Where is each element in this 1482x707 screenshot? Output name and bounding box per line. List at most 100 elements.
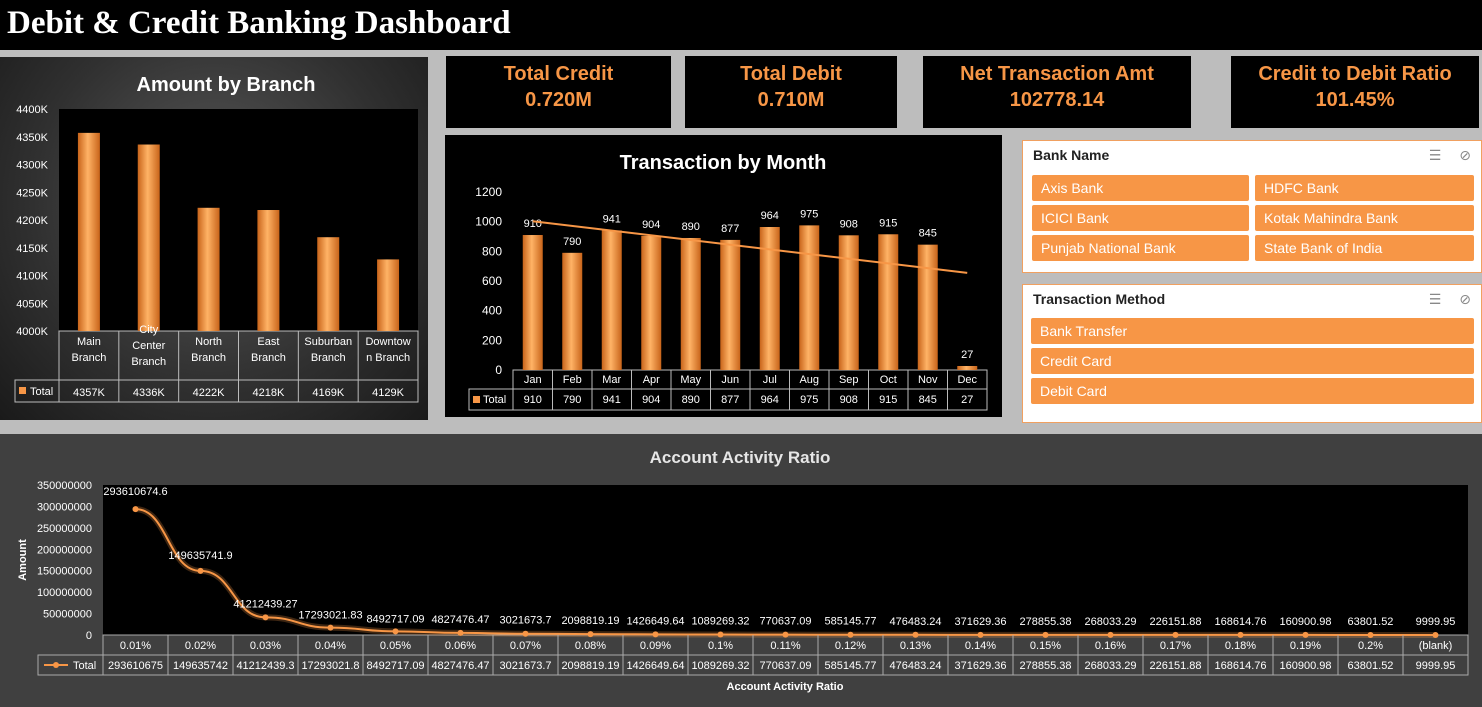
data-label: 770637.09	[760, 616, 812, 628]
data-point	[847, 631, 854, 638]
chart-title: Account Activity Ratio	[650, 448, 831, 467]
data-table-value: 964	[761, 394, 779, 406]
slicer-item-hdfc-bank[interactable]: HDFC Bank	[1255, 175, 1474, 201]
data-table-value: 8492717.09	[366, 660, 424, 672]
data-label: 160900.98	[1280, 616, 1332, 628]
slicer-item-axis-bank[interactable]: Axis Bank	[1032, 175, 1249, 201]
bar	[799, 225, 820, 370]
account-activity-panel: Account Activity Ratio 0 50000000 100000000…	[0, 434, 1482, 707]
bar	[317, 237, 340, 331]
y-tick-label: 150000000	[37, 566, 92, 578]
data-label: 268033.29	[1085, 616, 1137, 628]
data-table-value: 877	[721, 394, 739, 406]
y-tick-label: 800	[482, 244, 502, 258]
slicer-item-bank-transfer[interactable]: Bank Transfer	[1031, 318, 1474, 344]
data-table-value: 278855.38	[1020, 660, 1072, 672]
data-point	[392, 628, 399, 635]
chart-title: Transaction by Month	[620, 152, 827, 174]
data-point	[262, 614, 269, 621]
bar	[878, 234, 899, 370]
data-label: 845	[919, 228, 937, 240]
slicer-item-punjab-national-bank[interactable]: Punjab National Bank	[1032, 235, 1249, 261]
y-tick-label: 0	[495, 363, 502, 377]
data-table-value: 2098819.19	[561, 660, 619, 672]
slicer-item-state-bank-of-india[interactable]: State Bank of India	[1255, 235, 1474, 261]
title-bar: Debit & Credit Banking Dashboard	[0, 0, 1482, 50]
data-table-value: 476483.24	[890, 660, 942, 672]
y-tick-label: 4350K	[16, 132, 48, 144]
bar	[197, 207, 220, 331]
data-label: 476483.24	[890, 616, 942, 628]
data-table-value: 585145.77	[825, 660, 877, 672]
x-tick-label: Branch	[191, 352, 226, 364]
data-table-value: 975	[800, 394, 818, 406]
data-point	[1107, 631, 1114, 638]
data-point	[912, 631, 919, 638]
slicer-item-icici-bank[interactable]: ICICI Bank	[1032, 205, 1249, 231]
y-tick-label: 50000000	[43, 609, 92, 621]
data-table-value: 845	[919, 394, 937, 406]
multi-select-icon[interactable]: ☰	[1428, 147, 1442, 163]
kpi-net-transaction-value: 102778.14	[1009, 89, 1105, 111]
x-tick-label: 0.2%	[1358, 640, 1383, 652]
bar	[77, 132, 100, 331]
y-tick-label: 100000000	[37, 587, 92, 599]
y-tick-label: 1000	[475, 215, 502, 229]
data-point	[522, 630, 529, 637]
data-table-value: 904	[642, 394, 660, 406]
y-tick-label: 350000000	[37, 480, 92, 492]
x-tick-label: Apr	[643, 374, 660, 386]
data-label: 293610674.6	[103, 486, 167, 498]
plot-area	[103, 485, 1468, 635]
data-table-value: 3021673.7	[500, 660, 552, 672]
kpi-total-credit: Total Credit 0.720M	[446, 56, 671, 128]
data-label: 226151.88	[1150, 616, 1202, 628]
bar	[838, 235, 859, 370]
data-point	[782, 631, 789, 638]
y-tick-label: 400	[482, 304, 502, 318]
clear-filter-icon[interactable]: ⊘	[1459, 147, 1471, 163]
bar	[377, 259, 400, 331]
data-point	[1302, 631, 1309, 638]
legend-label: Total	[30, 386, 53, 398]
y-tick-label: 300000000	[37, 501, 92, 513]
x-tick-label: 0.08%	[575, 640, 606, 652]
legend-marker	[19, 387, 26, 394]
kpi-net-transaction: Net Transaction Amt 102778.14	[923, 56, 1191, 128]
bar	[137, 144, 160, 331]
data-table-value: 790	[563, 394, 581, 406]
kpi-total-debit: Total Debit 0.710M	[685, 56, 897, 128]
multi-select-icon[interactable]: ☰	[1428, 291, 1442, 307]
y-tick-label: 4200K	[16, 215, 48, 227]
data-table-value: 149635742	[173, 660, 228, 672]
kpi-net-transaction-label: Net Transaction Amt	[960, 63, 1154, 85]
bar	[522, 235, 543, 370]
data-point	[717, 631, 724, 638]
y-axis-label: Amount	[17, 539, 29, 581]
slicer-item-kotak-mahindra-bank[interactable]: Kotak Mahindra Bank	[1255, 205, 1474, 231]
x-axis-label: Account Activity Ratio	[727, 681, 844, 693]
data-point	[1367, 631, 1374, 638]
x-tick-label: Nov	[918, 374, 938, 386]
x-tick-label: 0.06%	[445, 640, 476, 652]
clear-filter-icon[interactable]: ⊘	[1459, 291, 1471, 307]
x-tick-label: 0.18%	[1225, 640, 1256, 652]
data-label: 2098819.19	[561, 615, 619, 627]
x-tick-label: North	[195, 336, 222, 348]
x-tick-label: East	[257, 336, 279, 348]
x-tick-label: 0.04%	[315, 640, 346, 652]
x-tick-label: 0.07%	[510, 640, 541, 652]
data-point	[977, 631, 984, 638]
slicer-item-credit-card[interactable]: Credit Card	[1031, 348, 1474, 374]
data-table-value: 915	[879, 394, 897, 406]
y-tick-label: 200	[482, 333, 502, 347]
x-tick-label: City	[139, 324, 158, 336]
y-tick-label: 200000000	[37, 544, 92, 556]
x-tick-label: Branch	[311, 352, 346, 364]
legend-label: Total	[73, 660, 96, 672]
amount-by-branch-panel: Amount by Branch 4000K 4050K 4100K 4150K 4200…	[0, 57, 428, 420]
slicer-item-debit-card[interactable]: Debit Card	[1031, 378, 1474, 404]
kpi-total-credit-value: 0.720M	[525, 89, 592, 111]
amount-by-branch-chart: Amount by Branch 4000K 4050K 4100K 4150K 4200…	[14, 74, 419, 403]
data-table-value: 1426649.64	[626, 660, 684, 672]
